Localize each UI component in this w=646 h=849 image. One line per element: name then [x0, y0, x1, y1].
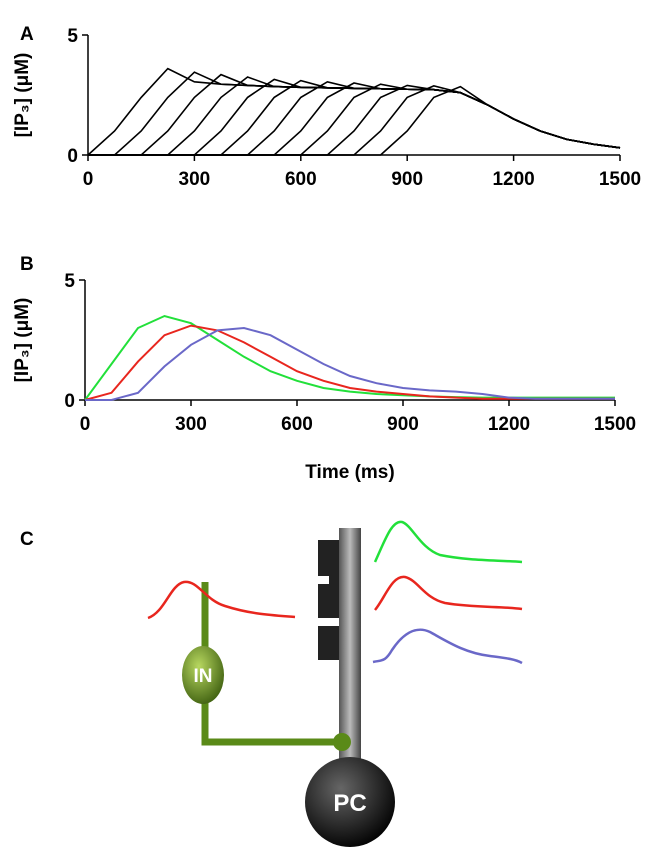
x-tick-label: 1200: [492, 169, 534, 190]
x-tick-label: 1500: [599, 169, 641, 190]
x-tick-label: 1500: [594, 414, 636, 435]
x-tick-label: 900: [391, 169, 423, 190]
x-tick-label: 900: [387, 414, 419, 435]
panel-label: B: [20, 254, 34, 275]
y-axis-label: [IP₃] (μM): [12, 298, 33, 383]
series-line: [84, 324, 615, 401]
y-axis-label: [IP₃] (μM): [12, 53, 33, 138]
y-tick-label: 0: [64, 391, 75, 412]
synapse: [333, 733, 351, 751]
trace: [372, 628, 523, 665]
x-axis-label: Time (ms): [305, 462, 394, 483]
x-tick-label: 600: [285, 169, 317, 190]
panel-label: A: [20, 24, 34, 45]
series-line: [88, 73, 621, 156]
x-tick-label: 300: [179, 169, 211, 190]
x-tick-label: 600: [281, 414, 313, 435]
trace: [373, 520, 523, 564]
y-tick-label: 0: [67, 146, 78, 167]
panel-c: C IN PC: [20, 520, 523, 847]
y-tick-label: 5: [64, 271, 75, 292]
series-line: [88, 83, 621, 156]
interneuron: [182, 646, 224, 704]
spine: [318, 584, 339, 618]
series-line: [88, 80, 621, 156]
purkinje-label: PC: [333, 790, 366, 817]
y-tick-label: 5: [67, 26, 78, 47]
series-line: [88, 85, 621, 156]
panel-label: C: [20, 529, 34, 550]
series-line: [88, 82, 621, 156]
x-tick-label: 0: [83, 169, 94, 190]
x-tick-label: 1200: [488, 414, 530, 435]
purkinje-soma: [305, 757, 395, 847]
trace: [147, 580, 296, 620]
interneuron-label: IN: [194, 666, 213, 687]
spine-gap: [329, 576, 339, 584]
series-line: [87, 67, 621, 156]
axon: [201, 582, 340, 746]
dendrite: [339, 528, 361, 790]
series-line: [88, 71, 621, 156]
spine: [318, 626, 339, 660]
x-tick-label: 0: [80, 414, 91, 435]
series-line: [85, 326, 615, 401]
series-line: [88, 85, 621, 156]
series-line: [88, 84, 621, 156]
trace: [374, 575, 523, 611]
x-tick-label: 300: [175, 414, 207, 435]
series-line: [88, 79, 621, 156]
spine: [318, 540, 339, 576]
series-line: [88, 78, 621, 156]
